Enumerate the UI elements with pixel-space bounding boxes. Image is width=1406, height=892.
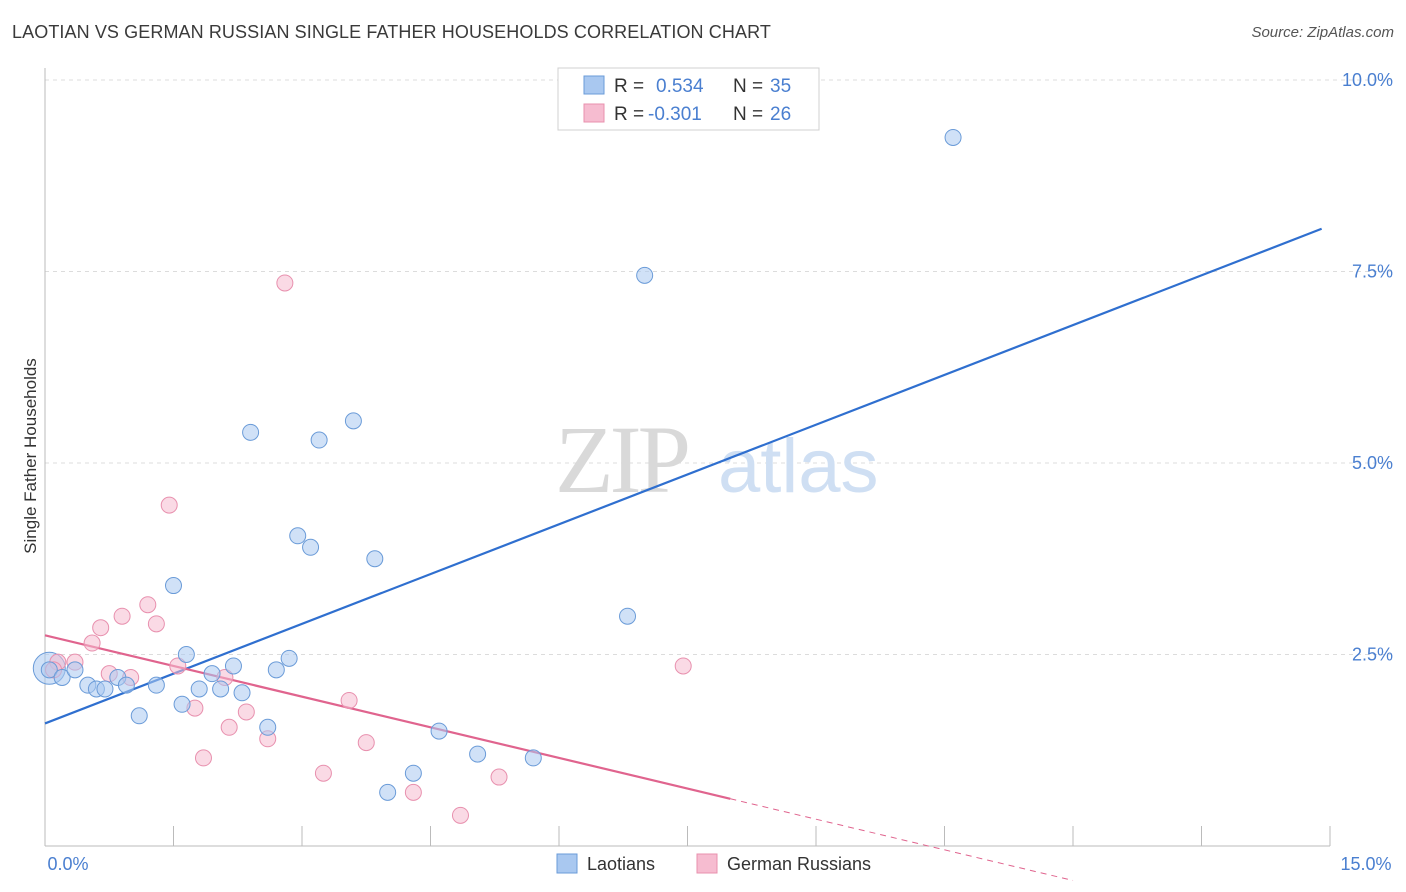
german-swatch: [583, 103, 605, 123]
laotian-point: [212, 680, 230, 698]
laotian-point: [259, 718, 277, 736]
chart-title: LAOTIAN VS GERMAN RUSSIAN SINGLE FATHER …: [12, 22, 771, 42]
laotian-point: [289, 527, 307, 545]
legend-laotians-label: Laotians: [587, 854, 655, 874]
legend-n-value-2: 26: [770, 104, 791, 125]
german-russian-point: [490, 768, 508, 786]
laotian-point: [40, 661, 58, 679]
laotian-point: [173, 695, 191, 713]
german-russian-point: [237, 703, 255, 721]
laotian-point: [469, 745, 487, 763]
laotian-point: [636, 266, 654, 284]
german-russian-point: [113, 607, 131, 625]
laotian-point: [203, 665, 221, 683]
stats-legend: R = 0.534 N = 35 R = -0.301 N = 26: [557, 67, 820, 131]
source-label: Source: ZipAtlas.com: [1251, 24, 1394, 41]
legend-laotians-swatch: [556, 853, 578, 874]
laotian-point: [366, 550, 384, 568]
laotian-point: [944, 128, 962, 146]
laotian-point: [96, 680, 114, 698]
laotian-point: [165, 577, 182, 595]
german-russian-point: [169, 657, 187, 675]
german-russian-point: [451, 806, 469, 824]
y-tick-label: 5.0%: [1352, 453, 1393, 473]
laotian-point: [177, 646, 195, 663]
german-russian-point: [139, 596, 157, 614]
laotian-point: [524, 749, 542, 767]
laotian-point: [242, 423, 260, 441]
laotian-point: [302, 538, 320, 556]
legend-r-label-1: R =: [614, 76, 644, 97]
german-trend-line-extension: [730, 798, 1074, 881]
x-tick-labels: 0.0% 15.0%: [47, 854, 1391, 874]
y-tick-label: 2.5%: [1352, 645, 1393, 665]
laotian-point: [224, 657, 242, 675]
y-tick-labels: 2.5% 5.0% 7.5% 10.0%: [1342, 70, 1393, 665]
legend-r-label-2: R =: [614, 104, 644, 125]
german-trend-line: [44, 634, 731, 800]
x-tick-label-max: 15.0%: [1340, 854, 1391, 874]
laotian-point: [233, 684, 251, 702]
german-russian-point: [314, 764, 332, 782]
legend-r-value-2: -0.301: [648, 104, 702, 125]
y-axis-label: Single Father Households: [21, 358, 40, 554]
series-legend: Laotians German Russians: [556, 853, 871, 874]
laotian-swatch: [583, 75, 605, 95]
laotian-point: [379, 783, 397, 801]
laotian-trend-line: [44, 227, 1323, 725]
german-russian-point: [92, 619, 110, 637]
german-russian-point: [404, 783, 422, 801]
german-russian-point: [160, 496, 178, 514]
y-tick-label: 7.5%: [1352, 262, 1393, 282]
german-russian-point: [276, 274, 294, 292]
laotian-point: [117, 676, 135, 694]
y-tick-label: 10.0%: [1342, 70, 1393, 90]
german-russian-point: [220, 718, 238, 736]
german-russian-point: [340, 691, 358, 709]
german-russian-point: [83, 634, 101, 652]
laotian-point: [267, 661, 285, 679]
legend-german-russians-swatch: [696, 853, 718, 874]
laotian-point: [310, 431, 328, 449]
german-russian-point: [357, 734, 375, 752]
trend-lines: [44, 227, 1323, 881]
laotian-point: [280, 649, 298, 667]
legend-german-russians-label: German Russians: [727, 854, 871, 874]
watermark: ZIP atlas: [555, 406, 879, 513]
german-russian-point: [147, 615, 165, 633]
laotian-point: [53, 668, 71, 686]
german-russian-point: [194, 749, 212, 767]
laotian-point: [430, 722, 448, 740]
laotian-point: [130, 707, 148, 725]
laotian-point: [190, 680, 208, 698]
watermark-zip: ZIP: [555, 406, 688, 513]
laotian-point: [619, 607, 637, 625]
watermark-atlas: atlas: [718, 424, 879, 509]
legend-n-value-1: 35: [770, 76, 791, 97]
legend-r-value-1: 0.534: [656, 76, 704, 97]
grid-lines: [45, 79, 1392, 655]
laotian-point: [344, 412, 362, 430]
data-points: [32, 128, 962, 824]
legend-n-label-2: N =: [733, 104, 763, 125]
legend-n-label-1: N =: [733, 76, 763, 97]
laotian-point: [66, 661, 84, 679]
x-tick-label-min: 0.0%: [47, 854, 88, 874]
german-russian-point: [674, 657, 692, 675]
laotian-point: [147, 676, 165, 694]
axes: [44, 68, 1331, 847]
laotian-point: [404, 764, 422, 782]
